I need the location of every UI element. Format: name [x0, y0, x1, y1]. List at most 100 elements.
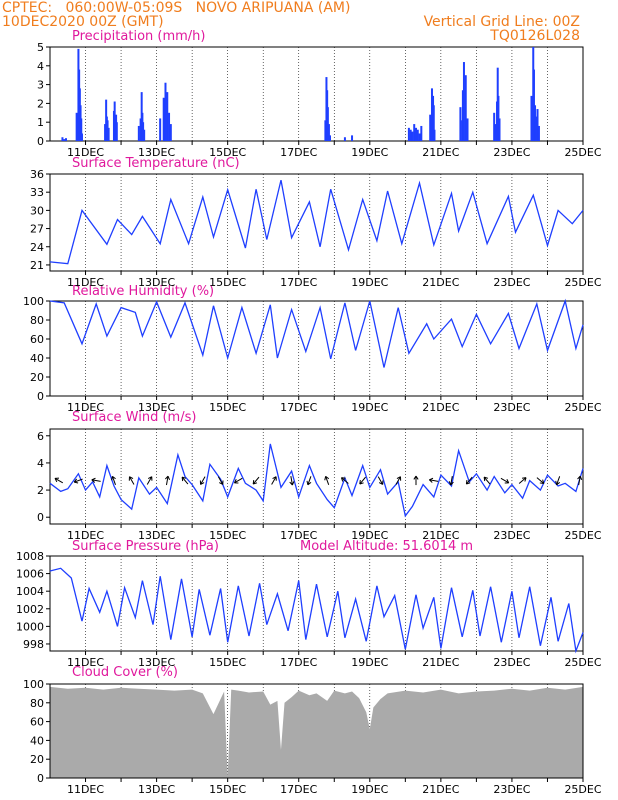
humidity-ytick-label: 40 [30, 352, 44, 365]
wind-arrow-shaft [129, 476, 135, 485]
precip-bar [498, 118, 501, 141]
wind-arrow-shaft [252, 476, 260, 485]
humidity-series-line [49, 298, 584, 368]
wind-arrow-head [378, 480, 384, 485]
precip-bar [466, 118, 469, 141]
wind-arrow-shaft [91, 479, 101, 482]
pressure-frame [49, 555, 584, 652]
temp-ytick-label: 33 [30, 186, 44, 199]
wind-xtick-label: 11DEC [67, 529, 104, 542]
pressure-ytick-label: 998 [23, 638, 44, 651]
precip-bar [106, 120, 109, 141]
precip-bar [414, 127, 417, 141]
wind-xtick-label: 19DEC [351, 529, 388, 542]
wind-arrow-head [539, 479, 545, 484]
precip-xtick-label: 13DEC [138, 146, 175, 159]
wind-arrow-shaft [483, 476, 491, 485]
wind-arrow-head [341, 477, 346, 482]
temp-series-line [49, 179, 584, 265]
wind-ytick-label: 0 [37, 511, 44, 524]
precip-bar [64, 138, 67, 141]
precip-ytick-label: 1 [37, 116, 44, 129]
precip-ytick-label: 5 [37, 41, 44, 54]
temp-xtick-label: 23DEC [493, 276, 530, 289]
cloud-ytick-label: 0 [37, 772, 44, 785]
humidity-xtick-label: 15DEC [209, 401, 246, 414]
precip-bar [159, 118, 162, 141]
wind-arrow-head [219, 480, 224, 485]
wind-arrow-shaft [536, 477, 545, 484]
precip-bar [61, 137, 64, 141]
wind-arrow-head [428, 477, 434, 483]
wind-arrow-head [413, 475, 419, 480]
pressure-xtick-label: 25DEC [564, 656, 601, 669]
cloud-cover-area [50, 686, 583, 778]
precip-bar [411, 131, 414, 141]
precip-ytick-label: 2 [37, 97, 44, 110]
precip-bar [433, 129, 436, 141]
cloud-ytick-label: 20 [30, 753, 44, 766]
precip-bar [164, 82, 167, 141]
humidity-ytick-label: 100 [23, 295, 44, 308]
wind-arrow-head [483, 476, 489, 482]
precip-xtick-label: 23DEC [493, 146, 530, 159]
wind-arrow-shaft [500, 477, 509, 484]
temp-xtick-label: 11DEC [67, 276, 104, 289]
header-gridline-note: Vertical Grid Line: 00Z [423, 14, 580, 30]
wind-arrow-head [147, 476, 153, 481]
wind-arrow-head [359, 479, 364, 485]
precip-bar [534, 105, 537, 141]
wind-arrow-shaft [518, 477, 527, 484]
wind-arrow-head [111, 475, 116, 481]
wind-arrow-head [448, 481, 454, 486]
precip-bar [416, 129, 419, 141]
precip-bar [464, 75, 467, 141]
pressure-xtick-label: 11DEC [67, 656, 104, 669]
wind-arrow-head [324, 475, 330, 481]
precip-xtick-label: 25DEC [564, 146, 601, 159]
precip-xtick-label: 21DEC [422, 146, 459, 159]
cloud-xtick-label: 11DEC [67, 783, 104, 796]
precip-bar [168, 112, 171, 141]
wind-frame [49, 428, 584, 525]
pressure-series-line [49, 567, 584, 654]
precip-bar [429, 114, 432, 141]
precip-bar [351, 135, 354, 141]
precip-bar [494, 124, 497, 141]
cloud-xtick-label: 21DEC [422, 783, 459, 796]
wind-arrow-shaft [341, 477, 349, 484]
cloud-xtick-label: 23DEC [493, 783, 530, 796]
precip-bar [418, 133, 421, 141]
humidity-ytick-label: 20 [30, 371, 44, 384]
cloud-ytick-label: 60 [30, 716, 44, 729]
precip-bar [162, 97, 165, 141]
precip-bar [327, 124, 330, 141]
wind-arrow-head [252, 479, 258, 485]
humidity-xtick-label: 19DEC [351, 401, 388, 414]
precip-bar [459, 107, 462, 141]
temp-xtick-label: 15DEC [209, 276, 246, 289]
precip-xtick-label: 17DEC [280, 146, 317, 159]
title-pressure: Surface Pressure (hPa) [72, 539, 219, 554]
wind-arrow-head [555, 480, 561, 486]
wind-arrow-head [181, 476, 187, 482]
precip-bar [107, 127, 110, 141]
precip-bar [63, 139, 66, 141]
title-temperature: Surface Temperature (nC) [72, 156, 240, 171]
precip-bar [409, 129, 412, 141]
precip-bar [532, 69, 535, 141]
temp-ytick-label: 21 [30, 259, 44, 272]
wind-arrow-head [233, 479, 239, 484]
precip-bar [497, 95, 500, 141]
humidity-frame [49, 300, 584, 397]
wind-arrow-head [289, 481, 295, 486]
title-humidity: Relative Humidity (%) [72, 284, 215, 299]
precip-bar [143, 129, 146, 141]
precip-bar [142, 122, 145, 141]
wind-arrow-shaft [271, 476, 277, 485]
header-datetime: 10DEC2020 00Z (GMT) [2, 14, 164, 30]
humidity-ytick-label: 0 [37, 390, 44, 403]
cloud-ytick-label: 40 [30, 734, 44, 747]
precip-bar [493, 112, 496, 141]
